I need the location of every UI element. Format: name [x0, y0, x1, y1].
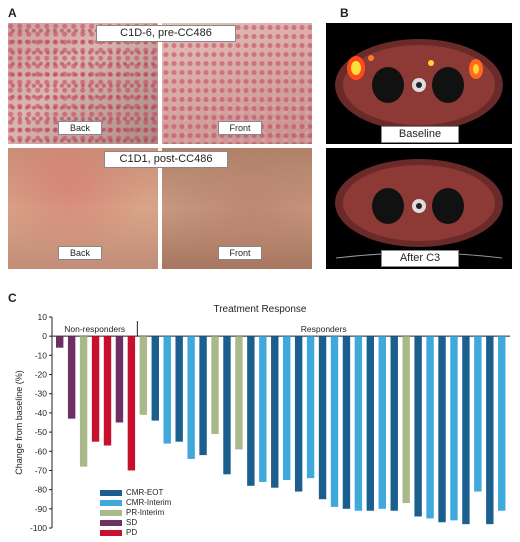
group-label-nonresponders: Non-responders	[64, 324, 125, 334]
bar	[474, 336, 482, 492]
legend-swatch	[100, 530, 122, 536]
bar	[486, 336, 494, 525]
pet-baseline	[326, 23, 512, 144]
bar	[67, 336, 76, 419]
panel-a-label: A	[8, 6, 17, 20]
legend-label: CMR-Interim	[126, 498, 172, 507]
bar	[271, 336, 279, 488]
bar	[414, 336, 422, 517]
post-back-label: Back	[58, 246, 102, 260]
y-tick-label: -40	[35, 408, 48, 418]
y-tick-label: -60	[35, 446, 48, 456]
bar	[235, 336, 243, 450]
legend-label: PD	[126, 528, 138, 537]
y-tick-label: -30	[35, 389, 48, 399]
bar	[462, 336, 470, 525]
legend-item: CMR-Interim	[100, 498, 171, 508]
bar	[390, 336, 398, 511]
bar	[187, 336, 195, 459]
bar	[211, 336, 219, 435]
after-label: After C3	[381, 250, 459, 267]
bar	[402, 336, 410, 504]
bar	[283, 336, 291, 481]
bar	[115, 336, 124, 423]
bar	[366, 336, 375, 511]
y-tick-label: 0	[42, 331, 47, 341]
bar	[498, 336, 506, 511]
y-tick-label: -20	[35, 370, 48, 380]
bar	[294, 336, 303, 492]
y-tick-label: -70	[35, 465, 48, 475]
y-tick-label: 10	[38, 312, 48, 322]
bar	[79, 336, 88, 467]
bar	[318, 336, 327, 500]
pre-front-label: Front	[218, 121, 262, 135]
y-tick-label: -100	[30, 523, 47, 533]
y-tick-label: -80	[35, 485, 48, 495]
y-tick-label: -10	[35, 350, 48, 360]
bar	[354, 336, 363, 511]
legend-swatch	[100, 520, 122, 526]
bar	[103, 336, 112, 446]
legend-label: SD	[126, 518, 138, 527]
legend-item: CMR-EOT	[100, 488, 171, 498]
y-axis-label: Change from baseline (%)	[14, 370, 24, 475]
y-tick-label: -50	[35, 427, 48, 437]
pre-caption: C1D-6, pre-CC486	[96, 25, 236, 42]
bar	[259, 336, 267, 482]
bar	[199, 336, 207, 456]
bar	[91, 336, 100, 442]
legend-swatch	[100, 500, 122, 506]
panel-b-label: B	[340, 6, 349, 20]
legend-item: PD	[100, 528, 171, 538]
baseline-label: Baseline	[381, 126, 459, 143]
legend-item: PR-Interim	[100, 508, 171, 518]
bar	[247, 336, 255, 486]
bar	[330, 336, 339, 507]
pet-baseline-image	[335, 39, 503, 131]
bar	[450, 336, 458, 521]
bar	[438, 336, 446, 523]
panel-c-label: C	[8, 291, 17, 305]
legend-swatch	[100, 490, 122, 496]
bar	[306, 336, 315, 479]
pre-back-label: Back	[58, 121, 102, 135]
bar	[378, 336, 386, 509]
post-caption: C1D1, post-CC486	[104, 151, 228, 168]
bar	[223, 336, 231, 475]
pet-after-image	[335, 159, 503, 259]
bar	[163, 336, 171, 444]
legend-label: PR-Interim	[126, 508, 165, 517]
post-front-label: Front	[218, 246, 262, 260]
bar	[342, 336, 351, 509]
legend-item: SD	[100, 518, 171, 528]
bar	[426, 336, 434, 519]
chart-legend: CMR-EOT CMR-Interim PR-Interim SD PD	[100, 488, 171, 538]
chart-title: Treatment Response	[213, 304, 307, 315]
bar	[127, 336, 136, 471]
legend-label: CMR-EOT	[126, 488, 164, 497]
legend-swatch	[100, 510, 122, 516]
group-label-responders: Responders	[301, 324, 347, 334]
bar	[139, 336, 148, 415]
bar	[175, 336, 183, 442]
bar	[151, 336, 159, 421]
y-tick-label: -90	[35, 504, 48, 514]
pet-after	[326, 148, 512, 269]
bar	[56, 336, 64, 348]
